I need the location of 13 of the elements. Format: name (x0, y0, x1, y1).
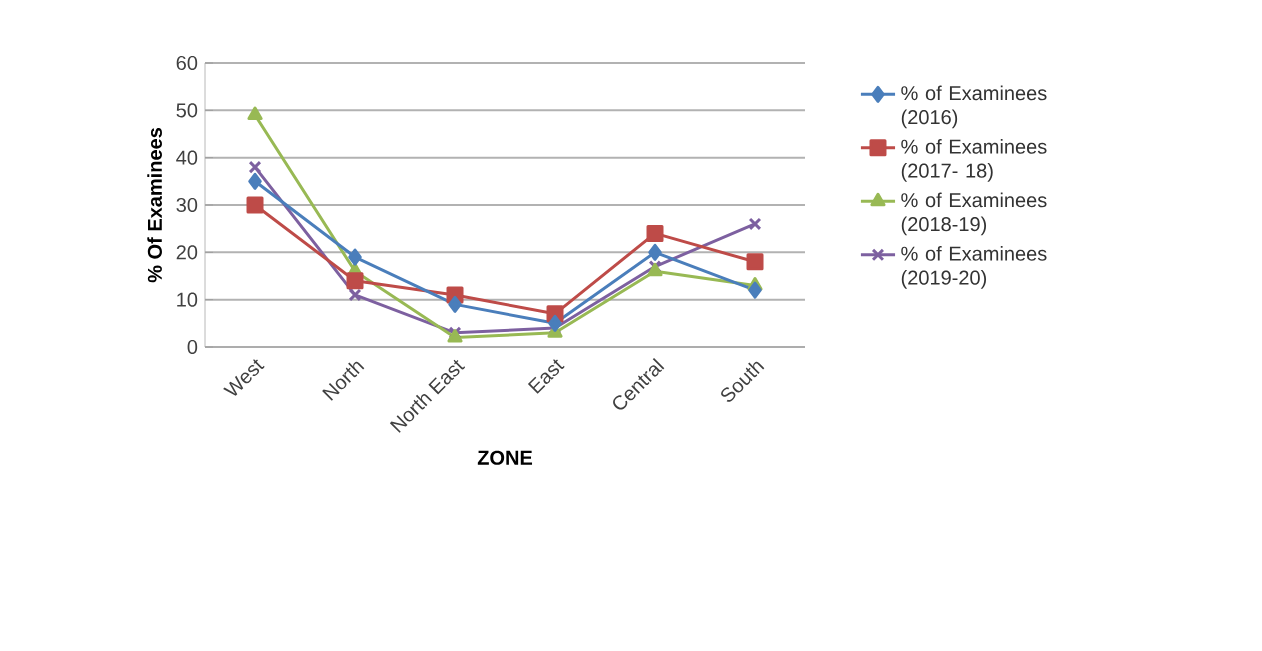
legend-label: % of Examinees (2016) (901, 85, 1047, 129)
y-tick-label: 30 (176, 197, 198, 213)
legend-label: % of Examinees (2018-19) (901, 192, 1047, 236)
legend-label: % of Examinees (2019-20) (901, 246, 1047, 289)
y-tick-label: 50 (176, 103, 198, 118)
legend-label: % of Examinees (2017- 18) (901, 139, 1047, 182)
y-axis-title: % Of Examinees (147, 128, 162, 283)
y-tick-label: 40 (176, 150, 198, 165)
x-axis-title: ZONE (477, 450, 533, 465)
y-tick-label: 20 (176, 245, 198, 260)
y-tick-label: 60 (176, 55, 198, 71)
y-tick-label: 10 (177, 292, 198, 307)
y-tick-label: 0 (187, 339, 198, 355)
